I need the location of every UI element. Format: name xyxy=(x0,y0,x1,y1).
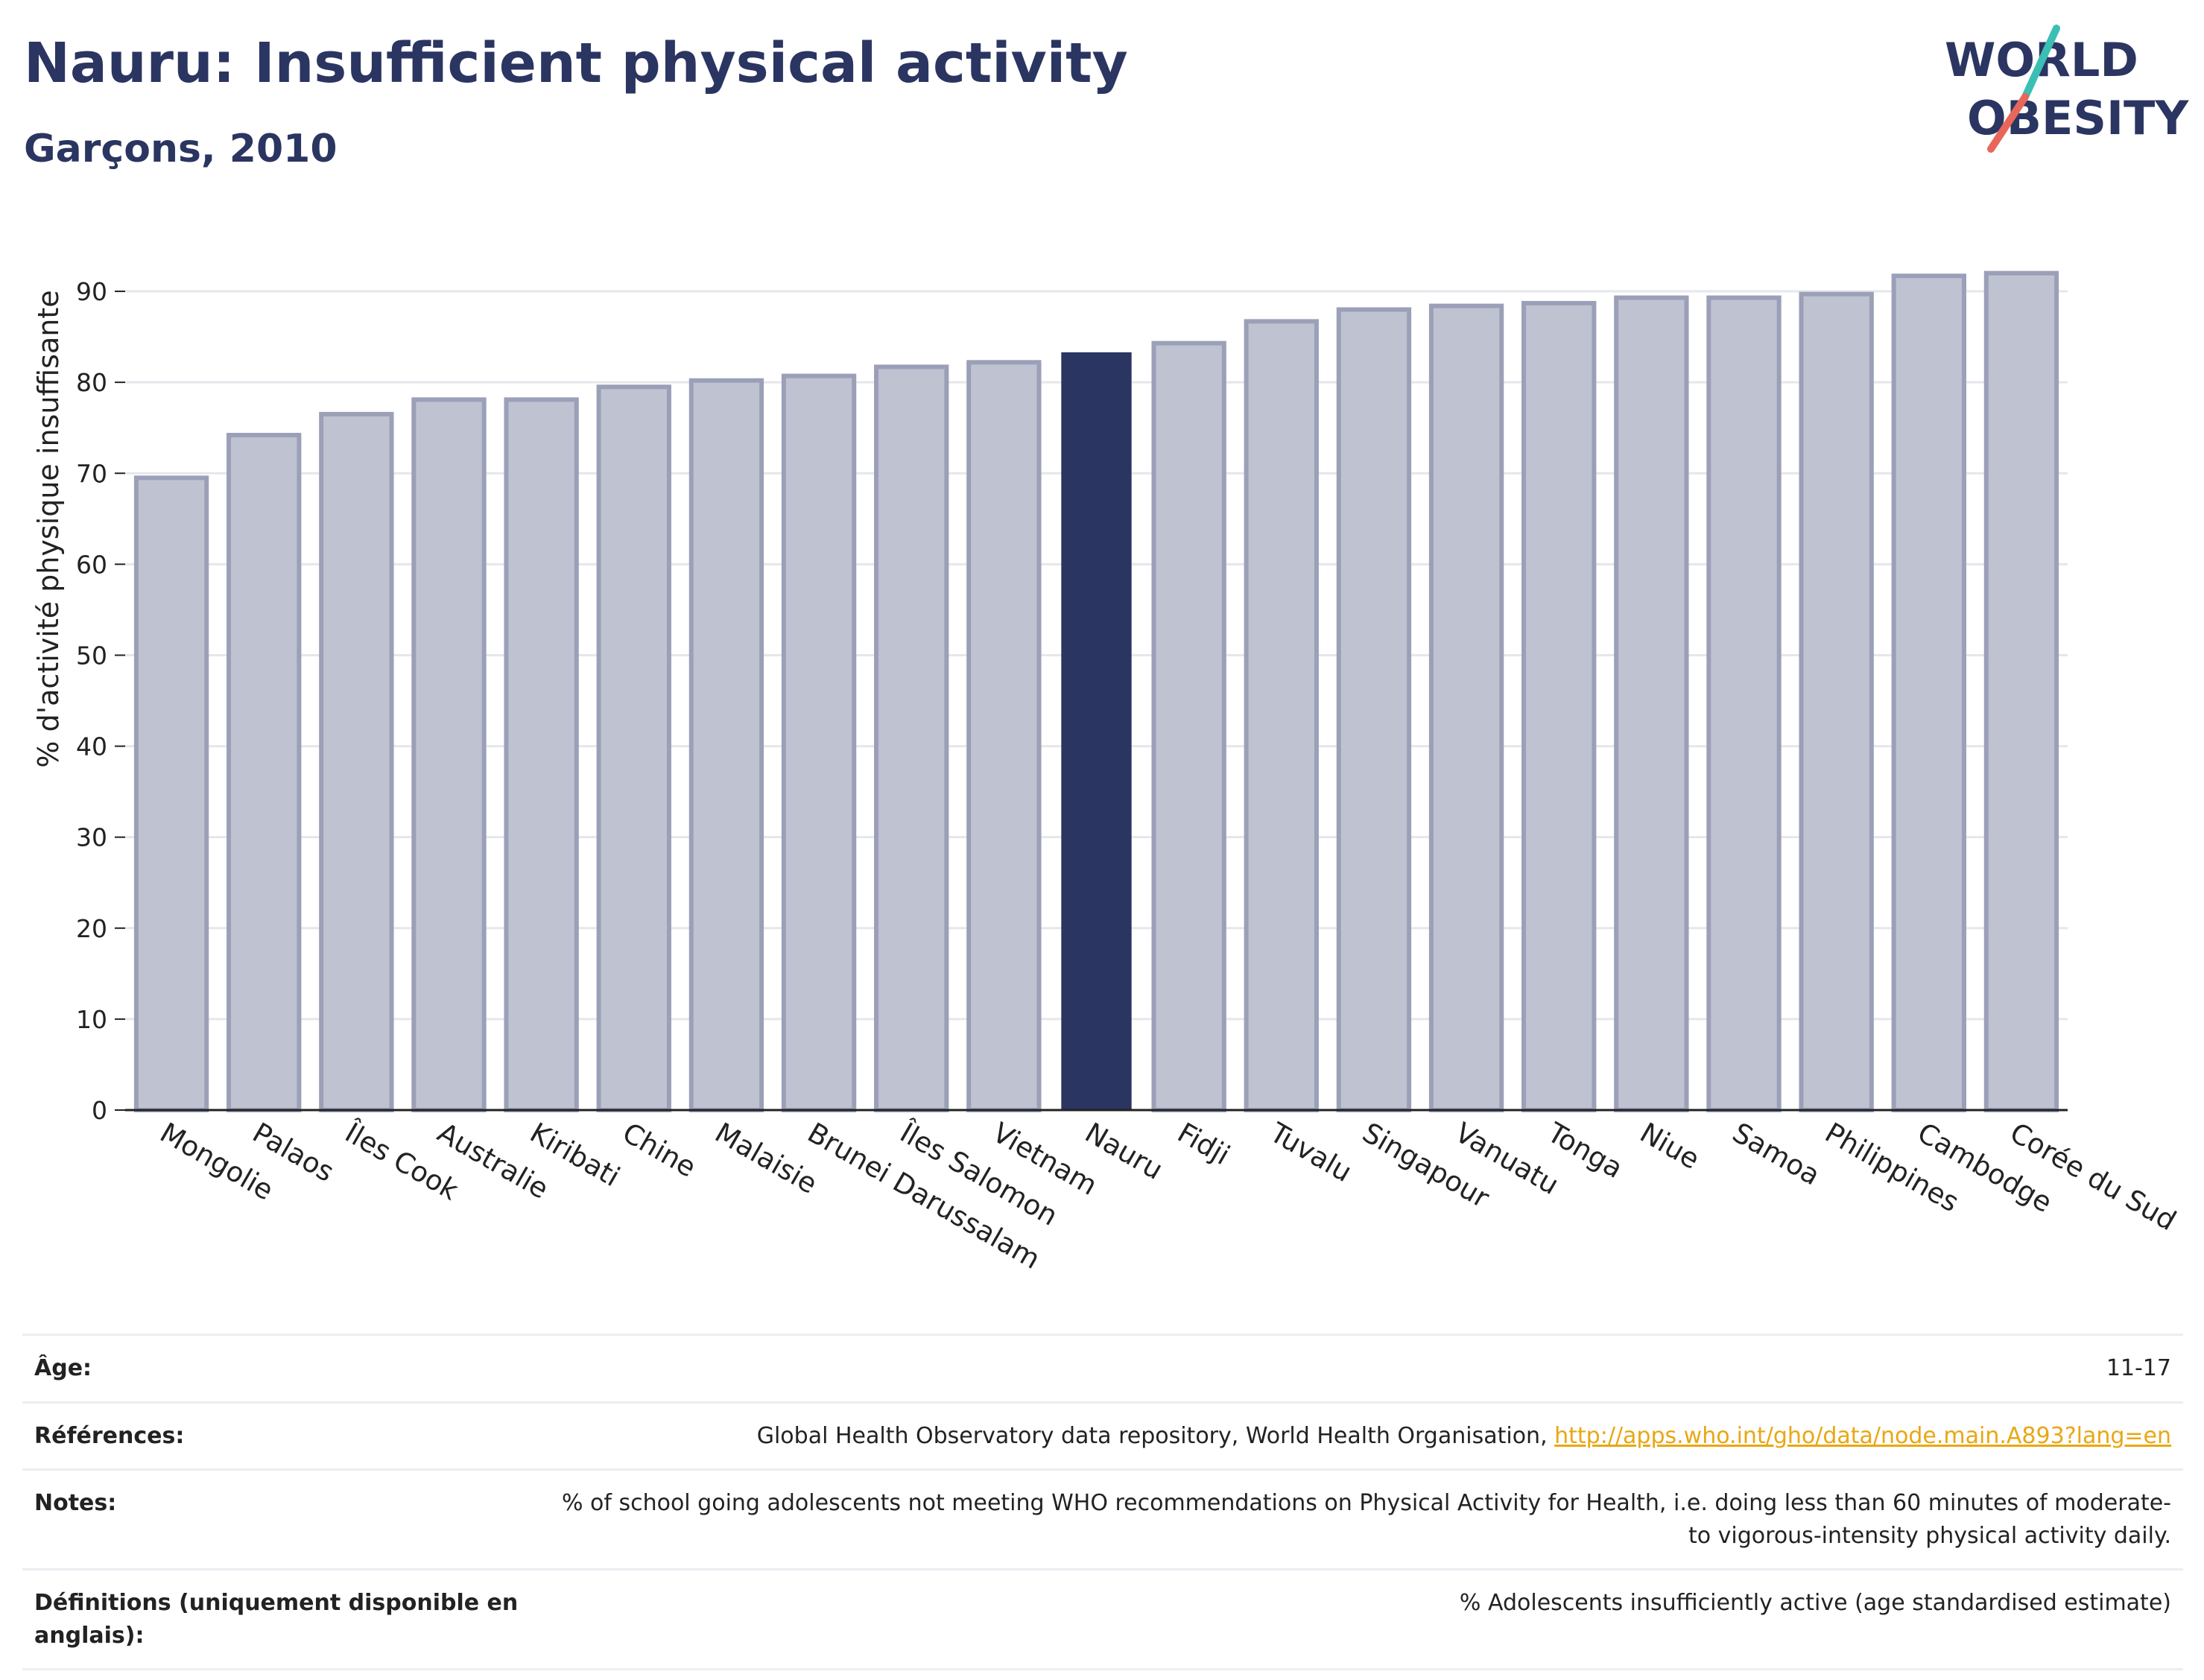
meta-value: Global Health Observatory data repositor… xyxy=(541,1420,2171,1453)
logo-slash-bottom xyxy=(1987,93,2029,153)
bar-vietnam xyxy=(966,360,1042,1112)
metadata-table: Âge: 11-17 Références: Global Health Obs… xyxy=(22,1334,2183,1670)
x-tick-label: Samoa xyxy=(1727,1117,1825,1192)
y-tick-label: 90 xyxy=(76,277,107,306)
world-obesity-logo: WORLD OBESITY xyxy=(1945,25,2189,153)
bar--les-salomon xyxy=(874,364,949,1112)
reference-text: Global Health Observatory data repositor… xyxy=(756,1422,1555,1449)
meta-value: % Adolescents insufficiently active (age… xyxy=(1459,1590,2171,1616)
page-subtitle: Garçons, 2010 xyxy=(24,127,338,171)
y-tick-label: 10 xyxy=(76,1005,107,1034)
x-tick-label: Tuvalu xyxy=(1264,1116,1357,1188)
x-tick-label: Malaisie xyxy=(709,1117,823,1200)
bar-palaos xyxy=(227,432,302,1112)
y-tick-label: 20 xyxy=(76,914,107,943)
meta-row-notes: Notes: % of school going adolescents not… xyxy=(22,1468,2183,1568)
meta-label: Références: xyxy=(34,1422,185,1449)
bar-cor-e-du-sud xyxy=(1983,270,2059,1112)
bars xyxy=(133,270,2059,1113)
x-tick-label: Niue xyxy=(1635,1117,1705,1176)
y-tick-label: 60 xyxy=(76,550,107,579)
meta-value: % of school going adolescents not meetin… xyxy=(561,1490,2171,1549)
meta-value: 11-17 xyxy=(2106,1355,2171,1381)
bar--les-cook xyxy=(319,411,394,1113)
meta-label: Définitions (uniquement disponible en an… xyxy=(34,1590,519,1649)
reference-link[interactable]: http://apps.who.int/gho/data/node.main.A… xyxy=(1554,1422,2171,1449)
y-tick-label: 70 xyxy=(76,459,107,488)
bar-samoa xyxy=(1706,295,1782,1113)
meta-row-definitions: Définitions (uniquement disponible en an… xyxy=(22,1568,2183,1670)
axes: 0 10 20 30 40 50 60 70 80 90 xyxy=(76,277,2068,1125)
bar-singapour xyxy=(1336,307,1412,1113)
bar-tuvalu xyxy=(1244,319,1319,1112)
logo-slash-top xyxy=(2021,25,2060,101)
bar-vanuatu xyxy=(1428,303,1504,1112)
x-tick-label: Chine xyxy=(617,1117,701,1184)
page-title: Nauru: Insufficient physical activity xyxy=(24,31,1128,95)
y-tick-label: 50 xyxy=(76,641,107,670)
bar-fidji xyxy=(1151,340,1226,1113)
bar-australie xyxy=(411,397,487,1112)
bar-malaisie xyxy=(688,378,764,1113)
bar-cambodge xyxy=(1891,273,1966,1113)
y-tick-label: 80 xyxy=(76,368,107,397)
bar-mongolie xyxy=(133,475,209,1112)
y-tick-label: 30 xyxy=(76,823,107,852)
meta-label: Notes: xyxy=(34,1490,117,1516)
y-tick-label: 0 xyxy=(92,1096,107,1125)
bar-nauru xyxy=(1061,352,1132,1110)
bar-philippines xyxy=(1799,291,1874,1112)
bar-niue xyxy=(1614,295,1689,1113)
meta-label: Âge: xyxy=(34,1355,92,1381)
bar-chine xyxy=(596,384,671,1112)
x-tick-label: Fidji xyxy=(1172,1117,1235,1172)
bar-tonga xyxy=(1521,300,1597,1113)
bar-brunei-darussalam xyxy=(781,373,857,1112)
meta-row-age: Âge: 11-17 xyxy=(22,1334,2183,1401)
bar-kiribati xyxy=(504,397,579,1112)
logo-line-2: OBESITY xyxy=(1967,91,2189,145)
y-tick-label: 40 xyxy=(76,732,107,761)
meta-row-references: Références: Global Health Observatory da… xyxy=(22,1401,2183,1469)
y-axis-title: % d'activité physique insuffisante xyxy=(32,290,65,767)
